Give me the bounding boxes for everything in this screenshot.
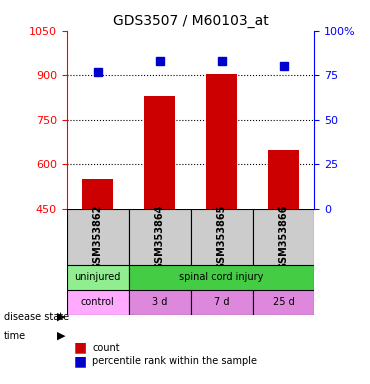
Bar [268,150,299,209]
Text: ▶: ▶ [57,331,66,341]
Title: GDS3507 / M60103_at: GDS3507 / M60103_at [113,14,268,28]
FancyBboxPatch shape [129,290,191,315]
FancyBboxPatch shape [252,290,314,315]
FancyBboxPatch shape [129,265,314,290]
Bar [206,74,237,209]
Text: percentile rank within the sample: percentile rank within the sample [92,356,258,366]
Text: GSM353866: GSM353866 [279,204,289,270]
Text: GSM353864: GSM353864 [155,204,165,270]
FancyBboxPatch shape [129,209,191,265]
Text: GSM353865: GSM353865 [216,204,226,270]
Text: count: count [92,343,120,353]
Text: control: control [81,297,114,307]
Bar [144,96,175,209]
FancyBboxPatch shape [67,209,129,265]
FancyBboxPatch shape [252,209,314,265]
Text: spinal cord injury: spinal cord injury [179,272,264,282]
Bar [82,179,113,209]
Text: disease state: disease state [4,312,69,322]
Text: ■: ■ [74,341,87,354]
Text: 3 d: 3 d [152,297,167,307]
Text: 25 d: 25 d [273,297,295,307]
Text: GSM353862: GSM353862 [92,204,102,270]
Text: time: time [4,331,26,341]
FancyBboxPatch shape [191,209,252,265]
FancyBboxPatch shape [67,290,129,315]
Text: ■: ■ [74,354,87,368]
FancyBboxPatch shape [67,265,129,290]
Text: 7 d: 7 d [214,297,229,307]
FancyBboxPatch shape [191,290,252,315]
Text: uninjured: uninjured [74,272,121,282]
Text: ▶: ▶ [57,312,66,322]
